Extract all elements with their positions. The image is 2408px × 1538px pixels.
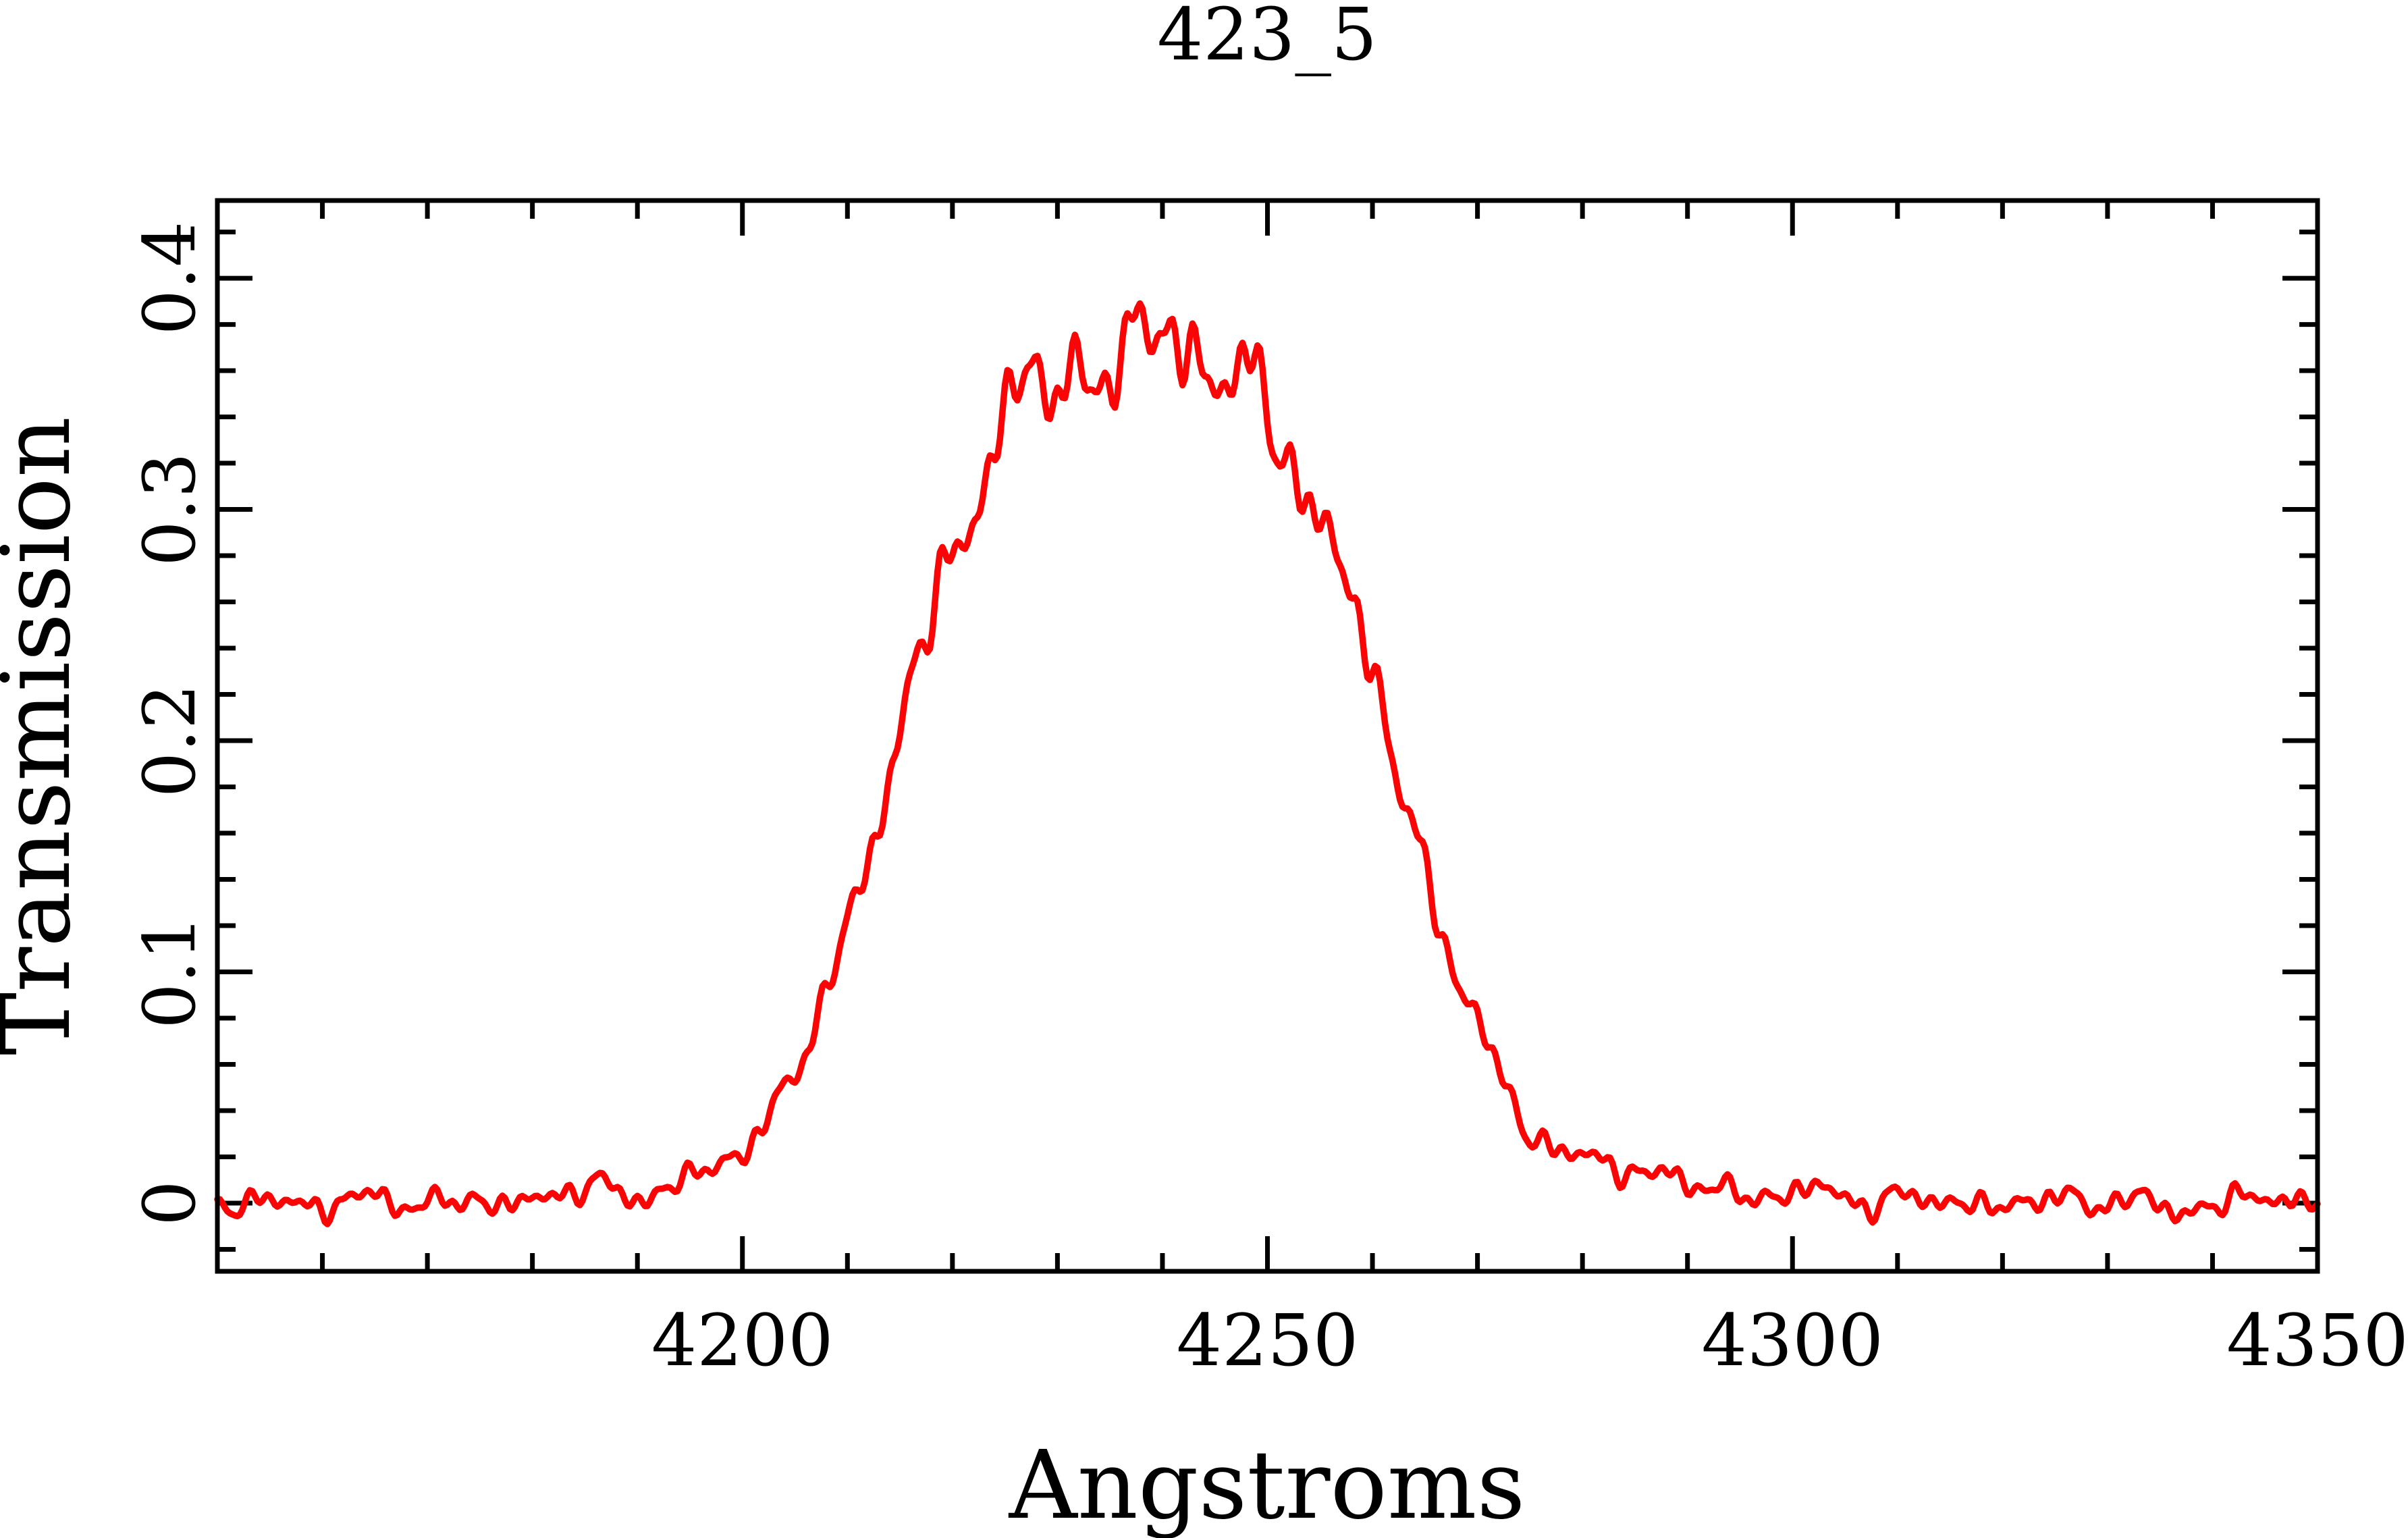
plot-frame	[215, 198, 2320, 1274]
x-tick-label: 4250	[1177, 1299, 1359, 1382]
y-tick-label: 0.4	[128, 221, 211, 336]
y-tick-label: 0.3	[128, 452, 211, 566]
y-tick-label: 0	[128, 1180, 211, 1225]
x-tick-label: 4350	[2226, 1299, 2408, 1382]
x-tick-label: 4200	[651, 1299, 834, 1382]
y-tick-label: 0.2	[128, 684, 211, 798]
y-tick-label: 0.1	[128, 915, 211, 1029]
x-tick-label: 4300	[1701, 1299, 1883, 1382]
tick-labels: 4200 4250 4300 4350 0 0.1 0.2 0.3 0.4	[128, 221, 2408, 1382]
y-axis-label: Transmission	[0, 417, 92, 1055]
transmission-curve	[214, 300, 2321, 1227]
x-axis-label: Angstroms	[1009, 1431, 1526, 1538]
plot-title: 423_5	[1157, 0, 1377, 77]
axis-ticks	[217, 201, 2320, 1271]
